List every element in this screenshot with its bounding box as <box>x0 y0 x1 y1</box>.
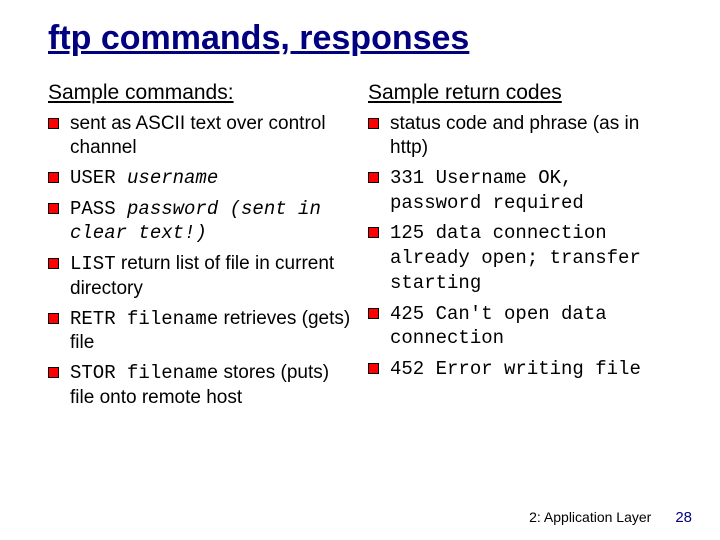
right-list: status code and phrase (as in http) 331 U… <box>368 112 672 382</box>
list-item: 452 Error writing file <box>368 357 672 382</box>
list-item: 125 data connection already open; transf… <box>368 221 672 295</box>
columns: Sample commands: sent as ASCII text over… <box>48 81 672 415</box>
list-item: USER username <box>48 166 352 191</box>
list-item: 331 Username OK, password required <box>368 166 672 216</box>
footer-page-number: 28 <box>675 509 692 526</box>
right-heading: Sample return codes <box>368 81 672 104</box>
slide-title: ftp commands, responses <box>48 20 672 57</box>
footer: 2: Application Layer 28 <box>529 509 692 526</box>
list-item: status code and phrase (as in http) <box>368 112 672 160</box>
left-list: sent as ASCII text over control channel U… <box>48 112 352 409</box>
list-item: STOR filename stores (puts) file onto re… <box>48 361 352 410</box>
right-column: Sample return codes status code and phra… <box>368 81 672 415</box>
left-column: Sample commands: sent as ASCII text over… <box>48 81 352 415</box>
list-item: RETR filename retrieves (gets) file <box>48 307 352 356</box>
footer-chapter: 2: Application Layer <box>529 509 651 525</box>
slide: ftp commands, responses Sample commands:… <box>0 0 720 540</box>
left-heading: Sample commands: <box>48 81 352 104</box>
list-item: 425 Can't open data connection <box>368 302 672 352</box>
list-item: LIST return list of file in current dire… <box>48 252 352 301</box>
list-item: PASS password (sent in clear text!) <box>48 197 352 247</box>
list-item: sent as ASCII text over control channel <box>48 112 352 160</box>
